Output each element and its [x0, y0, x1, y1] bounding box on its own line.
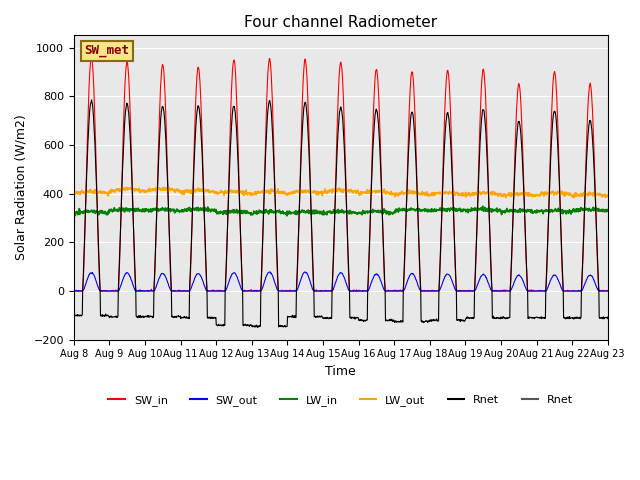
Text: SW_met: SW_met: [84, 45, 129, 58]
Rnet: [541, 316, 549, 322]
SW_in: [604, 288, 612, 294]
LW_in: [189, 206, 196, 212]
SW_in: [88, 54, 95, 60]
SW_in: [494, 288, 502, 294]
Line: Rnet: Rnet: [74, 100, 608, 327]
SW_in: [249, 288, 257, 294]
LW_in: [494, 207, 502, 213]
Legend: SW_in, SW_out, LW_in, LW_out, Rnet, Rnet: SW_in, SW_out, LW_in, LW_out, Rnet, Rnet: [104, 391, 578, 410]
LW_in: [176, 209, 184, 215]
LW_in: [541, 208, 549, 214]
SW_in: [70, 288, 78, 294]
Rnet: [424, 318, 432, 324]
SW_in: [424, 288, 432, 293]
Line: SW_out: SW_out: [74, 272, 608, 291]
Rnet: [88, 97, 95, 103]
LW_out: [424, 192, 431, 198]
LW_out: [541, 191, 549, 197]
LW_out: [249, 192, 257, 198]
LW_in: [479, 203, 486, 209]
Rnet: [604, 316, 612, 322]
SW_out: [189, 280, 196, 286]
LW_out: [70, 191, 77, 196]
LW_in: [248, 212, 256, 217]
SW_out: [71, 288, 79, 294]
SW_in: [189, 177, 197, 183]
LW_out: [122, 184, 130, 190]
Rnet: [189, 193, 196, 199]
LW_out: [493, 190, 501, 196]
SW_out: [494, 288, 502, 294]
SW_out: [424, 288, 432, 294]
SW_out: [249, 288, 257, 294]
SW_out: [70, 288, 77, 294]
Rnet: [253, 324, 261, 330]
Rnet: [70, 312, 77, 318]
LW_in: [70, 213, 77, 218]
LW_out: [189, 188, 196, 193]
SW_out: [541, 288, 549, 294]
LW_out: [502, 195, 509, 201]
LW_out: [604, 192, 612, 198]
Y-axis label: Solar Radiation (W/m2): Solar Radiation (W/m2): [15, 115, 28, 261]
Line: SW_in: SW_in: [74, 57, 608, 291]
SW_in: [70, 288, 77, 294]
Line: LW_in: LW_in: [74, 206, 608, 216]
Rnet: [249, 323, 257, 329]
Rnet: [176, 314, 184, 320]
LW_in: [424, 208, 431, 214]
LW_in: [283, 213, 291, 219]
SW_in: [177, 288, 184, 294]
Rnet: [494, 315, 502, 321]
LW_out: [176, 189, 184, 194]
SW_out: [266, 269, 274, 275]
X-axis label: Time: Time: [325, 365, 356, 378]
Title: Four channel Radiometer: Four channel Radiometer: [244, 15, 437, 30]
SW_in: [541, 288, 549, 293]
LW_in: [604, 208, 612, 214]
Line: LW_out: LW_out: [74, 187, 608, 198]
SW_out: [176, 288, 184, 294]
SW_out: [604, 288, 612, 294]
